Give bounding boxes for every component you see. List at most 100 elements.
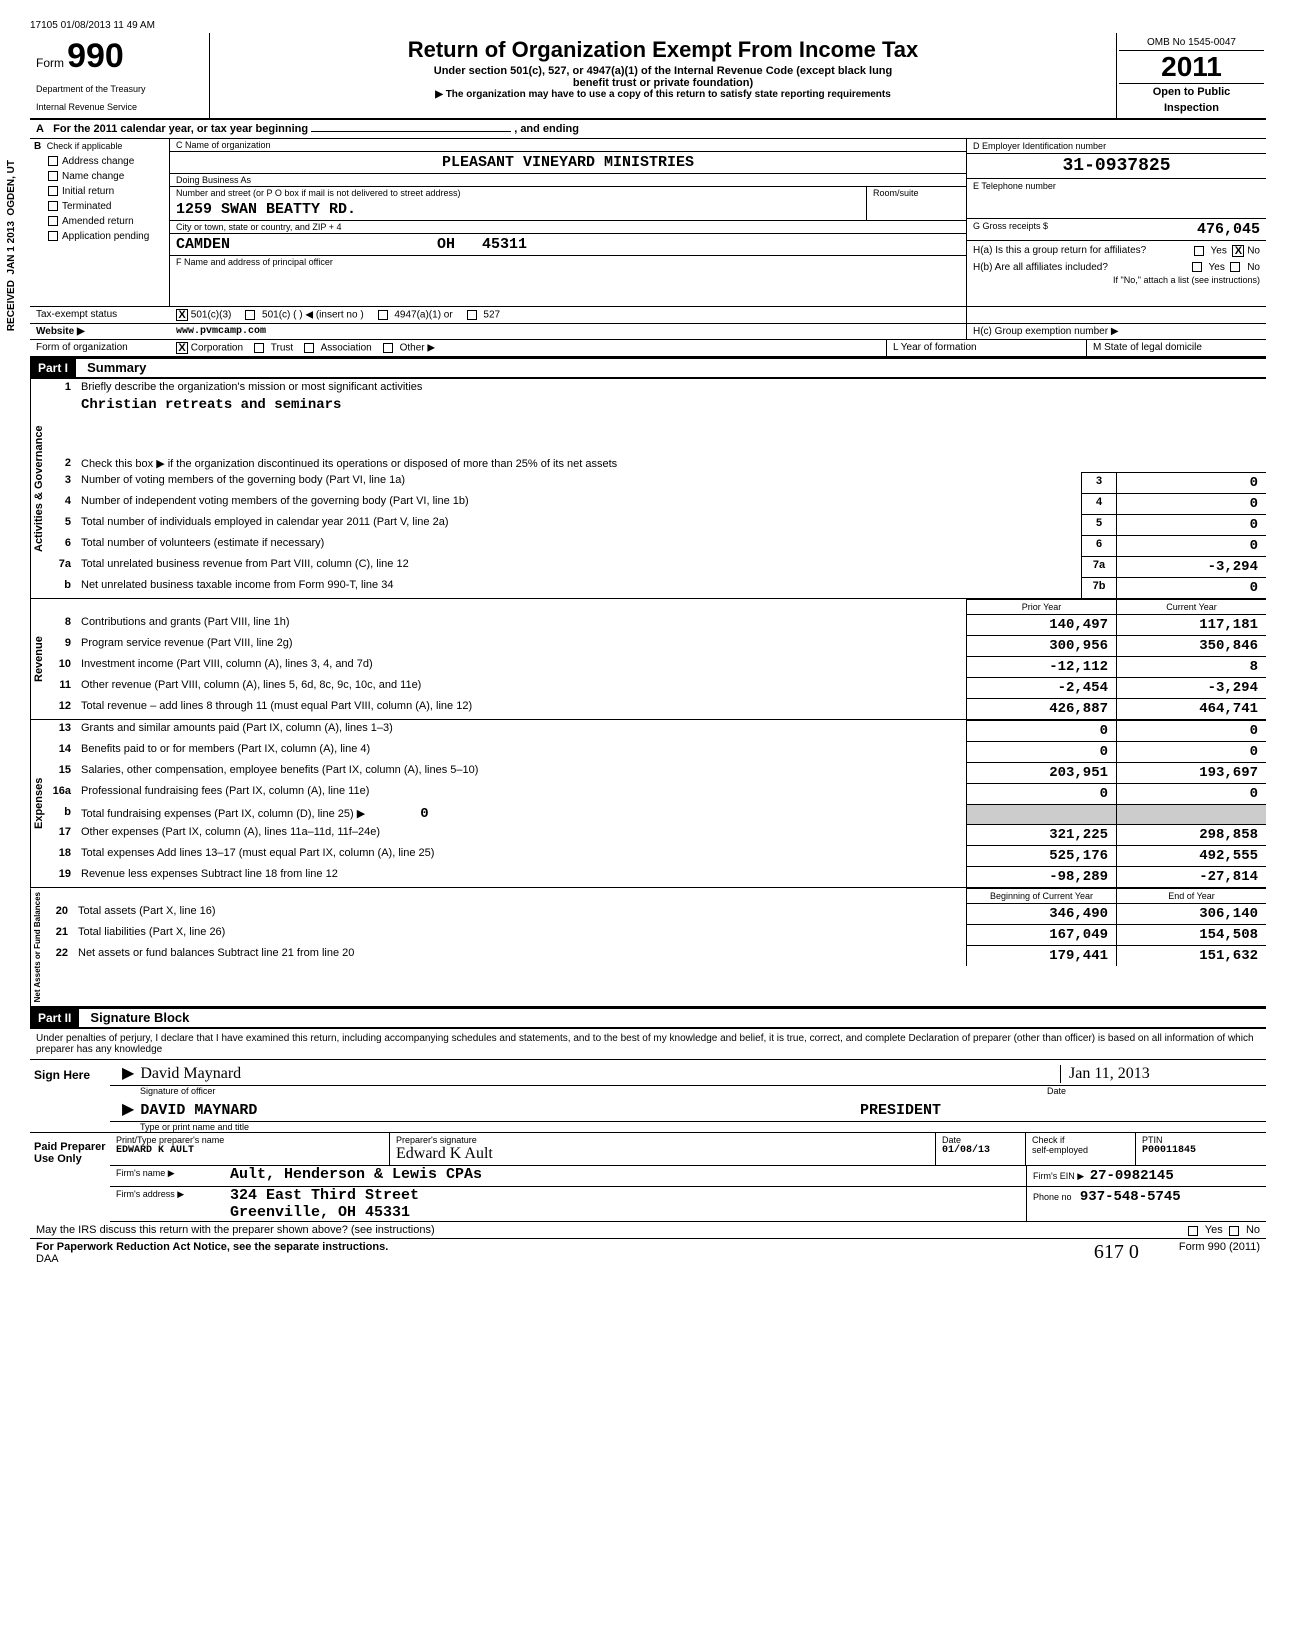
open-public-1: Open to Public [1119,84,1264,100]
label-tax-exempt: Tax-exempt status [30,307,170,323]
chk-hb-yes[interactable] [1192,262,1202,272]
lbl-type-name: Type or print name and title [110,1122,1266,1132]
lbl-no2: No [1247,262,1260,273]
l19-curr: -27,814 [1116,866,1266,887]
l22-end: 151,632 [1116,945,1266,966]
chk-discuss-yes[interactable] [1188,1226,1198,1236]
l18-curr: 492,555 [1116,845,1266,866]
lbl-preparer-sig: Preparer's signature [396,1135,929,1145]
lbl-self-employed: self-employed [1032,1145,1088,1155]
chk-terminated[interactable] [48,201,58,211]
lbl-firm-addr: Firm's address ▶ [110,1187,230,1221]
label-a: A [36,123,44,135]
chk-527[interactable] [467,310,477,320]
lbl-yes: Yes [1211,246,1227,257]
subtitle-3: ▶ The organization may have to use a cop… [220,89,1106,100]
label-b: B [34,141,41,152]
paperwork-notice: For Paperwork Reduction Act Notice, see … [36,1241,388,1253]
daa-label: DAA [36,1253,59,1265]
omb-number: OMB No 1545-0047 [1119,35,1264,51]
l16a-text: Professional fundraising fees (Part IX, … [77,783,966,804]
part2-hdr: Part II [30,1009,79,1027]
discuss-text: May the IRS discuss this return with the… [36,1224,1188,1236]
dept-treasury: Department of the Treasury [36,84,203,94]
l4-val: 0 [1116,493,1266,514]
l16b-val: 0 [420,806,428,822]
chk-assoc[interactable] [304,343,314,353]
l4-text: Number of independent voting members of … [77,493,1081,514]
lbl-527: 527 [483,310,500,321]
lbl-firm-ein: Firm's EIN ▶ [1033,1171,1084,1181]
hdr-current: Current Year [1116,599,1266,614]
lbl-phone: Phone no [1033,1192,1072,1202]
l17-curr: 298,858 [1116,824,1266,845]
row-a-mid: , and ending [514,123,579,135]
chk-address-change[interactable] [48,156,58,166]
l9-curr: 350,846 [1116,635,1266,656]
chk-other[interactable] [383,343,393,353]
l18-prior: 525,176 [966,845,1116,866]
firm-name: Ault, Henderson & Lewis CPAs [230,1166,1026,1186]
label-hb: H(b) Are all affiliates included? [973,262,1108,273]
l22-beg: 179,441 [966,945,1116,966]
street-address: 1259 SWAN BEATTY RD. [170,199,866,220]
lbl-yes2: Yes [1209,262,1225,273]
sign-date: Jan 11, 2013 [1060,1065,1260,1083]
subtitle-2: benefit trust or private foundation) [220,77,1106,89]
l12-prior: 426,887 [966,698,1116,719]
row-a: A For the 2011 calendar year, or tax yea… [30,120,1266,139]
chk-ha-yes[interactable] [1194,246,1204,256]
l1-text: Briefly describe the organization's miss… [77,379,1266,395]
l3-val: 0 [1116,472,1266,493]
form-number: 990 [67,37,124,75]
label-room: Room/suite [866,187,966,220]
label-ha: H(a) Is this a group return for affiliat… [973,245,1146,256]
chk-trust[interactable] [254,343,264,353]
lbl-terminated: Terminated [62,201,111,212]
received-stamp: RECEIVED JAN 1 2013 OGDEN, UT [6,160,17,331]
label-hc: H(c) Group exemption number ▶ [966,324,1266,339]
lbl-corp: Corporation [191,343,243,354]
l21-text: Total liabilities (Part X, line 26) [74,924,966,945]
chk-501c3[interactable]: X [176,309,188,321]
l14-prior: 0 [966,741,1116,762]
lbl-other: Other ▶ [400,343,435,354]
lbl-address-change: Address change [62,156,134,167]
l16b-curr-shade [1116,804,1266,824]
l13-curr: 0 [1116,720,1266,741]
lbl-assoc: Association [321,343,372,354]
ein-value: 31-0937825 [967,154,1266,179]
l20-text: Total assets (Part X, line 16) [74,903,966,924]
chk-discuss-no[interactable] [1229,1226,1239,1236]
l7b-text: Net unrelated business taxable income fr… [77,577,1081,598]
l19-prior: -98,289 [966,866,1116,887]
chk-4947[interactable] [378,310,388,320]
lbl-preparer-name: Print/Type preparer's name [116,1135,383,1145]
mission-text: Christian retreats and seminars [77,395,1266,455]
label-form-org: Form of organization [30,340,170,356]
form-title: Return of Organization Exempt From Incom… [220,37,1106,63]
chk-initial-return[interactable] [48,186,58,196]
chk-amended[interactable] [48,216,58,226]
label-state-domicile: M State of legal domicile [1086,340,1266,356]
chk-hb-no[interactable] [1230,262,1240,272]
l17-prior: 321,225 [966,824,1116,845]
chk-pending[interactable] [48,231,58,241]
l7b-val: 0 [1116,577,1266,598]
chk-ha-no[interactable]: X [1232,245,1244,257]
part2-title: Signature Block [82,1008,197,1027]
label-officer: F Name and address of principal officer [170,256,966,306]
chk-501c[interactable] [245,310,255,320]
chk-corp[interactable]: X [176,342,188,354]
officer-signature: David Maynard [140,1065,1060,1083]
firm-phone: 937-548-5745 [1080,1189,1181,1205]
lbl-check-if: Check if [1032,1135,1065,1145]
chk-name-change[interactable] [48,171,58,181]
l20-end: 306,140 [1116,903,1266,924]
lbl-501c: 501(c) ( ) ◀ (insert no ) [262,310,364,321]
open-public-2: Inspection [1119,100,1264,116]
org-name: PLEASANT VINEYARD MINISTRIES [170,152,966,174]
label-year-formation: L Year of formation [886,340,1086,356]
l8-text: Contributions and grants (Part VIII, lin… [77,614,966,635]
row-a-text: For the 2011 calendar year, or tax year … [53,123,308,135]
